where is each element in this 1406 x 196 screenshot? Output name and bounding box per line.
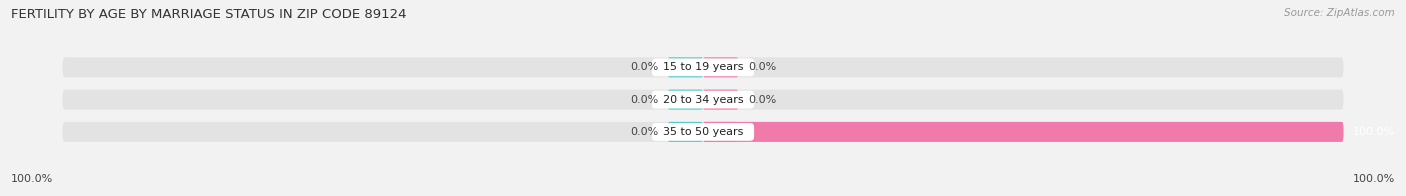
FancyBboxPatch shape	[668, 122, 703, 142]
Text: 0.0%: 0.0%	[630, 95, 658, 105]
Text: 100.0%: 100.0%	[1353, 174, 1395, 184]
Text: 100.0%: 100.0%	[11, 174, 53, 184]
FancyBboxPatch shape	[703, 122, 1344, 142]
Text: Source: ZipAtlas.com: Source: ZipAtlas.com	[1284, 8, 1395, 18]
FancyBboxPatch shape	[62, 90, 1344, 110]
FancyBboxPatch shape	[62, 122, 1344, 142]
Text: 0.0%: 0.0%	[630, 62, 658, 72]
Text: 35 to 50 years: 35 to 50 years	[655, 127, 751, 137]
Text: 0.0%: 0.0%	[748, 62, 776, 72]
FancyBboxPatch shape	[703, 57, 738, 77]
FancyBboxPatch shape	[62, 57, 1344, 77]
FancyBboxPatch shape	[668, 90, 703, 110]
Text: 0.0%: 0.0%	[748, 95, 776, 105]
Text: 20 to 34 years: 20 to 34 years	[655, 95, 751, 105]
Text: 15 to 19 years: 15 to 19 years	[655, 62, 751, 72]
Text: 100.0%: 100.0%	[1353, 127, 1395, 137]
Text: 0.0%: 0.0%	[630, 127, 658, 137]
Text: FERTILITY BY AGE BY MARRIAGE STATUS IN ZIP CODE 89124: FERTILITY BY AGE BY MARRIAGE STATUS IN Z…	[11, 8, 406, 21]
FancyBboxPatch shape	[703, 122, 738, 142]
FancyBboxPatch shape	[703, 90, 738, 110]
FancyBboxPatch shape	[668, 57, 703, 77]
